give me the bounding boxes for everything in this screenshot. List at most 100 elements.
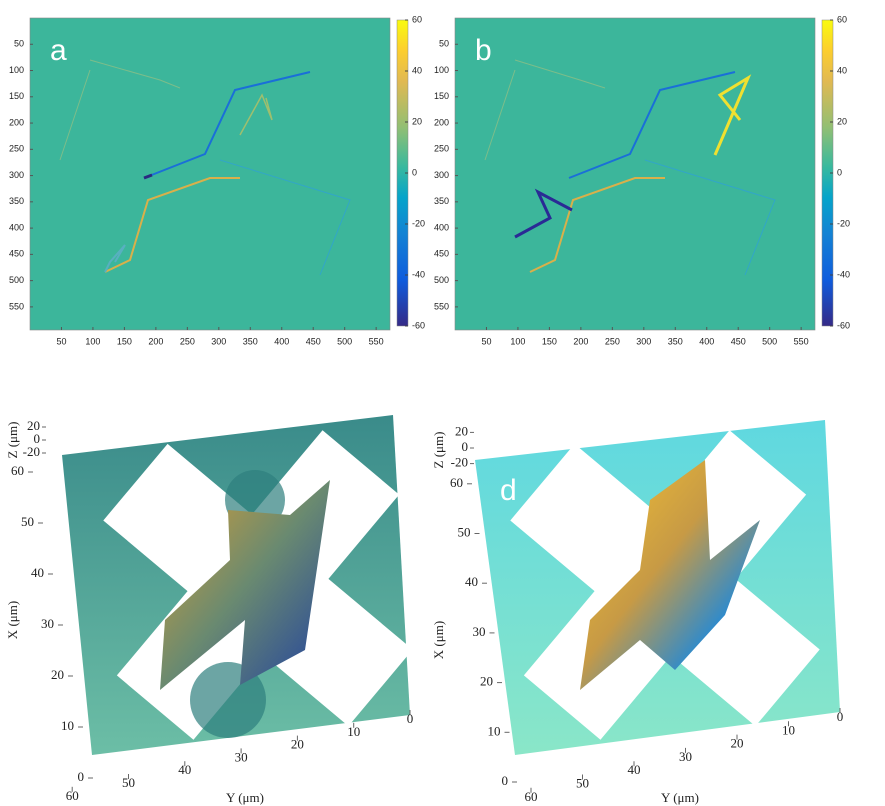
panel-label: a [50,34,67,67]
y-tick-label: 400 [434,222,449,232]
surface-plot [62,415,413,755]
y-tick-label: 20 [291,737,304,752]
x-tick-label: 350 [243,336,258,346]
z-tick-label: 0 [34,431,41,446]
x-tick-label: 30 [41,616,54,631]
x-tick-label: 500 [762,336,777,346]
x-tick-label: 250 [605,336,620,346]
y-tick-label: 300 [9,170,24,180]
heatmap-field [30,18,390,330]
x-tick-label: 400 [274,336,289,346]
colorbar-tick-label: 20 [412,116,422,126]
x-tick-label: 300 [636,336,651,346]
traces [484,59,776,276]
colorbar-tick-label: 40 [837,65,847,75]
y-tick-label: 60 [525,789,538,804]
z-axis-label: Z (μm) [5,422,20,459]
panel-label: b [475,34,492,67]
y-tick-label: 300 [434,170,449,180]
traces [59,59,351,276]
x-tick-label: 150 [117,336,132,346]
colorbar-tick-label: -20 [412,218,425,228]
x-tick-label: 10 [488,723,501,738]
y-tick-label: 250 [434,144,449,154]
y-tick-label: 50 [14,39,24,49]
x-tick-label: 550 [794,336,809,346]
z-tick-label: 20 [455,423,468,438]
panel-label: d [500,474,517,507]
colorbar-tick-label: -60 [412,320,425,330]
x-tick-label: 550 [369,336,384,346]
y-tick-label: 350 [434,196,449,206]
x-tick-label: 150 [542,336,557,346]
x-tick-label: 100 [510,336,525,346]
x-tick-label: 500 [337,336,352,346]
y-tick-label: 200 [434,117,449,127]
y-tick-label: 0 [837,709,844,724]
x-tick-label: 60 [11,463,24,478]
y-tick-label: 50 [439,39,449,49]
x-tick-label: 40 [31,565,44,580]
x-tick-label: 450 [731,336,746,346]
colorbar-tick-label: -20 [837,218,850,228]
y-tick-label: 50 [576,775,589,790]
y-tick-label: 40 [628,762,641,777]
y-tick-label: 150 [434,91,449,101]
x-axis-label: X (μm) [431,621,446,659]
plot-frame [454,17,816,331]
z-tick-label: 20 [27,418,40,433]
y-tick-label: 350 [9,196,24,206]
x-tick-label: 350 [668,336,683,346]
z-tick-label: -20 [451,455,468,470]
colorbar-tick-label: 0 [837,167,842,177]
x-tick-label: 450 [306,336,321,346]
x-tick-label: 50 [481,336,491,346]
x-tick-label: 200 [573,336,588,346]
x-tick-label: 50 [56,336,66,346]
x-tick-label: 50 [21,514,34,529]
y-tick-label: 150 [9,91,24,101]
y-tick-label: 30 [235,749,248,764]
surface-plot [475,420,840,755]
y-tick-label: 10 [782,722,795,737]
z-tick-label: -20 [23,444,40,459]
y-tick-label: 60 [66,788,79,803]
y-tick-label: 30 [679,749,692,764]
y-tick-label: 550 [434,301,449,311]
y-tick-label: 400 [9,222,24,232]
y-axis-label: Y (μm) [226,790,264,805]
z-axis-label: Z (μm) [431,432,446,469]
colorbar-tick-label: 60 [412,14,422,24]
x-tick-label: 300 [211,336,226,346]
x-tick-label: 20 [480,674,493,689]
y-tick-label: 500 [434,275,449,285]
x-tick-label: 20 [51,667,64,682]
y-tick-label: 0 [407,711,414,726]
y-tick-label: 100 [434,65,449,75]
colored-cross [580,460,760,690]
y-tick-label: 100 [9,65,24,75]
colorbar-tick-label: 0 [412,167,417,177]
x-tick-label: 100 [85,336,100,346]
x-tick-label: 250 [180,336,195,346]
x-tick-label: 40 [465,574,478,589]
y-tick-label: 20 [731,736,744,751]
x-tick-label: 400 [699,336,714,346]
colorbar-tick-label: -40 [837,269,850,279]
x-tick-label: 50 [458,524,471,539]
plot-frame [29,17,391,331]
panel-label: c [120,500,135,533]
colored-cross [160,480,330,690]
z-tick-label: 0 [462,439,469,454]
y-tick-label: 50 [122,775,135,790]
colorbar-tick-label: 20 [837,116,847,126]
x-tick-label: 200 [148,336,163,346]
y-tick-label: 10 [347,724,360,739]
x-tick-label: 10 [61,718,74,733]
y-tick-label: 500 [9,275,24,285]
colorbar-tick-label: 60 [837,14,847,24]
colorbar-tick-label: 40 [412,65,422,75]
y-tick-label: 250 [9,144,24,154]
